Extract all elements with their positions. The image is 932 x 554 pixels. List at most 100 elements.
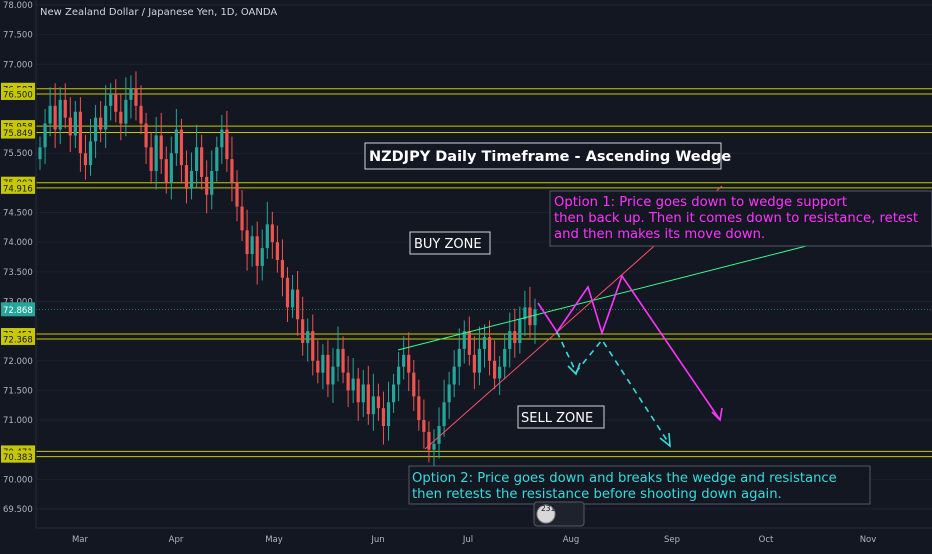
candle [250,225,254,267]
price-tick-label: 71.000 [3,416,33,426]
candle [179,118,184,184]
level-tag [1,332,35,345]
title-annotation-box [364,142,722,170]
candle [260,229,264,281]
price-tick-label: 77.500 [3,31,33,41]
candle [119,93,123,141]
title-annotation[interactable]: NZDJPY Daily Timeframe - Ascending Wedge [364,142,731,170]
candle [83,134,88,180]
level-tag [1,126,35,139]
candle [285,267,290,323]
candle [235,170,239,222]
candle [280,239,285,297]
last-price-badge [1,302,35,317]
candle [361,369,365,417]
last-price-label: 72.868 [3,306,33,316]
price-tick-label: 78.000 [3,1,33,11]
candle [487,320,492,376]
candle [159,112,163,174]
option2-path[interactable] [556,331,671,446]
time-tick-label: May [265,535,283,545]
price-axis[interactable]: 78.000 77.500 77.000 75.500 74.500 74.000 73.5… [1,0,37,528]
idea-badge[interactable]: 231 [533,501,585,527]
option1-note[interactable]: Option 1: Price goes down to wedge suppo… [549,190,932,247]
candle [391,373,396,413]
candle [422,399,426,449]
time-tick-label: Sep [664,535,680,545]
time-axis[interactable]: Mar Apr May Jun Jul Aug Sep Oct Nov [36,527,932,545]
price-tick-label: 69.500 [3,505,33,515]
candle [296,271,300,336]
price-tick-label: 75.500 [3,149,33,159]
candle [442,379,446,437]
candle [139,85,143,135]
candle [467,316,471,366]
candle [154,116,158,190]
candle [336,326,340,382]
candle [68,97,72,153]
candle [477,326,482,386]
option2-note[interactable]: Option 2: Price goes down and breaks the… [408,465,871,505]
candle [402,336,406,380]
candle [397,352,401,402]
buy-zone-label[interactable]: BUY ZONE [409,231,491,255]
candle [523,290,527,336]
candle [498,356,502,396]
time-tick-label: Jun [370,535,384,545]
time-tick-label: Nov [860,535,877,545]
time-tick-label: Oct [759,535,774,545]
option2-text: Option 2: Price goes down and breaks the… [412,471,837,502]
sell-zone-box [517,405,605,429]
candle [432,429,436,469]
candle [290,274,295,319]
candle [255,221,259,285]
candle [189,152,194,200]
price-tick-label: 77.000 [3,60,33,70]
candle [356,367,360,421]
price-tick-label: 72.000 [3,357,33,367]
candle [331,348,335,404]
candle [346,356,350,408]
candle [412,359,416,411]
candle [447,371,451,419]
candle [275,225,279,273]
level-tag [1,181,35,194]
option1-path[interactable] [537,274,721,421]
level-tag-label: 75.849 [3,129,33,139]
candle [104,85,108,149]
opt1-line: Option 1: Price goes down to wedge suppo… [554,195,847,210]
title-annotation-text: NZDJPY Daily Timeframe - Ascending Wedge [369,149,731,165]
candle [386,381,391,441]
level-tag-label: 70.383 [3,453,33,463]
candle [230,136,234,202]
candle [129,75,133,119]
candle [109,83,113,121]
candle [371,373,375,431]
option2-arrowhead [567,362,581,376]
candle [184,150,189,204]
candle [301,296,305,356]
opt2-line: then retests the resistance before shoot… [412,487,782,502]
price-tick-label: 73.500 [3,268,33,278]
level-tag-label: 72.368 [3,335,33,345]
price-tick-label: 70.000 [3,475,33,485]
price-tick-label: 71.500 [3,386,33,396]
option2-arrowhead-end [659,432,671,448]
candle [114,79,118,123]
candle [144,112,148,164]
candle [169,136,173,200]
candle [245,209,249,271]
level-tag-label: 74.916 [3,184,33,194]
level-tag [1,450,35,463]
candle [311,314,315,376]
candle [452,350,456,398]
sell-zone-label[interactable]: SELL ZONE [517,405,605,429]
candle [457,328,461,386]
candle [240,189,244,241]
buy-zone-text: BUY ZONE [414,237,482,252]
candle [513,308,517,358]
candle [306,318,310,362]
